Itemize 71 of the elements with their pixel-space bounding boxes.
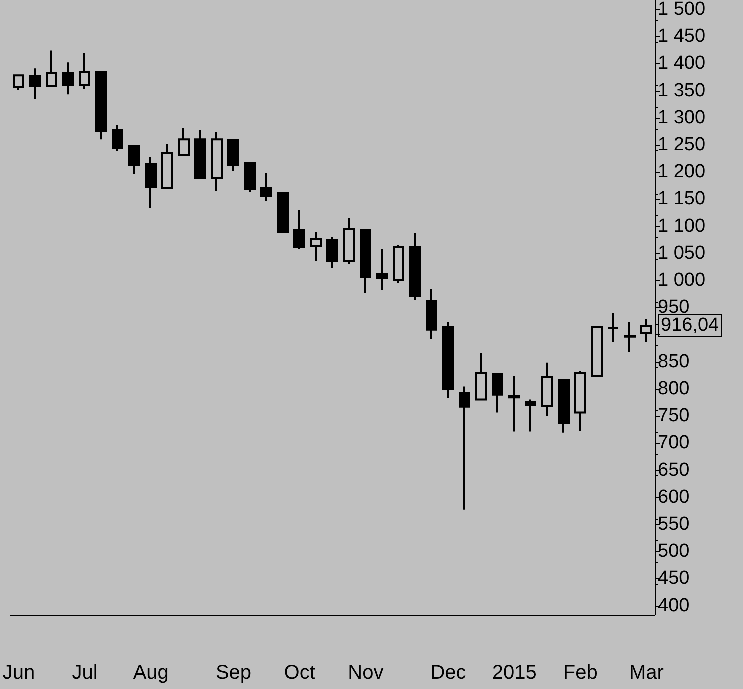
y-tick-label: 500 <box>658 541 690 562</box>
y-tick-label: 1 250 <box>658 134 706 156</box>
y-tick-label: 1 300 <box>658 107 706 128</box>
candlestick <box>228 139 240 172</box>
candlestick <box>146 156 158 210</box>
x-tick-label: Aug <box>133 662 169 684</box>
candlestick <box>526 398 536 433</box>
candlestick <box>344 217 356 266</box>
candlestick <box>162 143 174 190</box>
candlestick <box>46 50 58 89</box>
x-tick-label: Jul <box>72 662 98 684</box>
x-tick-label: Dec <box>430 662 466 684</box>
y-tick-label: 1 000 <box>658 270 706 292</box>
candlestick <box>624 321 636 354</box>
y-tick-label: 400 <box>658 595 690 616</box>
x-tick-label: Nov <box>348 662 384 684</box>
y-tick-label: 450 <box>658 568 690 590</box>
candlestick <box>294 209 306 250</box>
candlestick <box>476 352 488 401</box>
candlestick <box>442 321 454 400</box>
y-tick-label: 1 150 <box>658 188 706 210</box>
candlestick <box>574 370 586 432</box>
candlestick <box>260 172 272 202</box>
candlestick <box>310 231 322 262</box>
y-tick-label: 550 <box>658 514 690 535</box>
candlestick <box>410 232 422 302</box>
y-tick-label: 1 350 <box>658 80 706 102</box>
candlestick <box>376 248 388 292</box>
candlestick <box>608 312 620 344</box>
candlestick <box>244 161 256 194</box>
candlestick <box>460 386 470 511</box>
x-tick-label: Oct <box>284 662 316 684</box>
candlestick <box>558 379 570 434</box>
candlestick <box>212 132 224 192</box>
candlestick <box>326 236 338 270</box>
candlestick <box>426 288 438 340</box>
candlestick <box>62 62 74 96</box>
y-tick-label: 1 400 <box>658 53 706 74</box>
y-tick-label: 800 <box>658 378 690 400</box>
x-tick-label: Sep <box>216 662 252 684</box>
candlestick <box>508 374 520 433</box>
candlestick <box>194 129 206 180</box>
candlestick <box>112 124 124 153</box>
y-tick-label: 850 <box>658 351 690 372</box>
candlestick <box>640 318 652 344</box>
candlestick <box>14 74 24 92</box>
candlestick <box>30 68 42 100</box>
candlestick <box>492 373 504 414</box>
x-tick-label: Mar <box>630 662 664 684</box>
candlestick <box>278 191 290 234</box>
y-tick-label: 700 <box>658 432 690 454</box>
candlestick <box>592 326 604 378</box>
candlestick <box>178 127 190 156</box>
candlestick <box>96 71 108 141</box>
candlestick <box>360 229 372 294</box>
y-tick-label: 650 <box>658 460 690 481</box>
candlestick <box>80 52 90 90</box>
y-tick-label: 1 100 <box>658 216 706 237</box>
candlestick <box>394 244 404 284</box>
y-tick-label: 750 <box>658 406 690 427</box>
y-tick-label: 1 500 <box>658 0 706 20</box>
candlestick <box>128 145 140 176</box>
candlestick <box>542 362 554 418</box>
x-tick-label: Jun <box>2 662 36 684</box>
text: 916,04 <box>661 315 720 336</box>
x-tick-label: 2015 <box>492 662 537 684</box>
x-tick-label: Feb <box>563 662 598 684</box>
y-tick-label: 1 200 <box>658 162 706 183</box>
y-tick-label: 600 <box>658 486 690 508</box>
y-tick-label: 1 050 <box>658 242 706 264</box>
y-tick-label: 1 450 <box>658 26 706 48</box>
